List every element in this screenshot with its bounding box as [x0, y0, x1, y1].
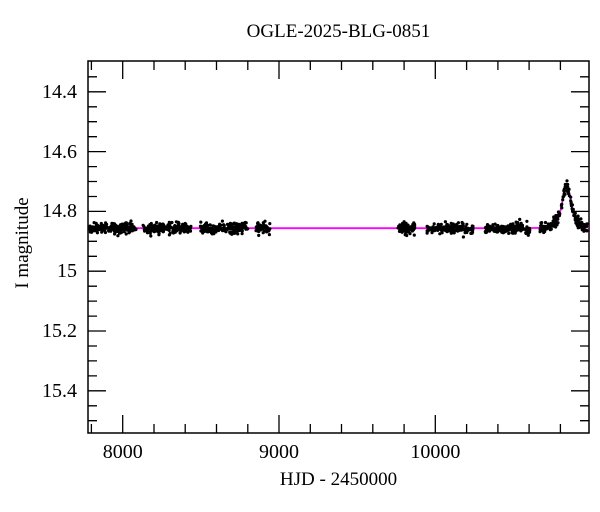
y-tick-label: 15.2	[42, 320, 77, 343]
plot-frame	[87, 60, 590, 434]
model-curve	[88, 183, 589, 230]
x-axis-title: HJD - 2450000	[279, 469, 398, 490]
y-axis-title: I magnitude	[12, 197, 33, 289]
chart-title: OGLE-2025-BLG-0851	[246, 21, 431, 42]
x-tick-label: 8000	[102, 441, 143, 463]
x-tick-label: 10000	[410, 441, 461, 463]
axis-ticks	[88, 61, 589, 433]
y-tick-label: 15	[57, 260, 77, 283]
y-tick-label: 15.4	[42, 379, 77, 402]
y-tick-label: 14.6	[42, 140, 77, 163]
y-tick-label: 14.4	[42, 80, 77, 103]
data-points	[87, 179, 589, 239]
y-tick-label: 14.8	[42, 200, 77, 223]
x-tick-label: 9000	[259, 441, 300, 463]
